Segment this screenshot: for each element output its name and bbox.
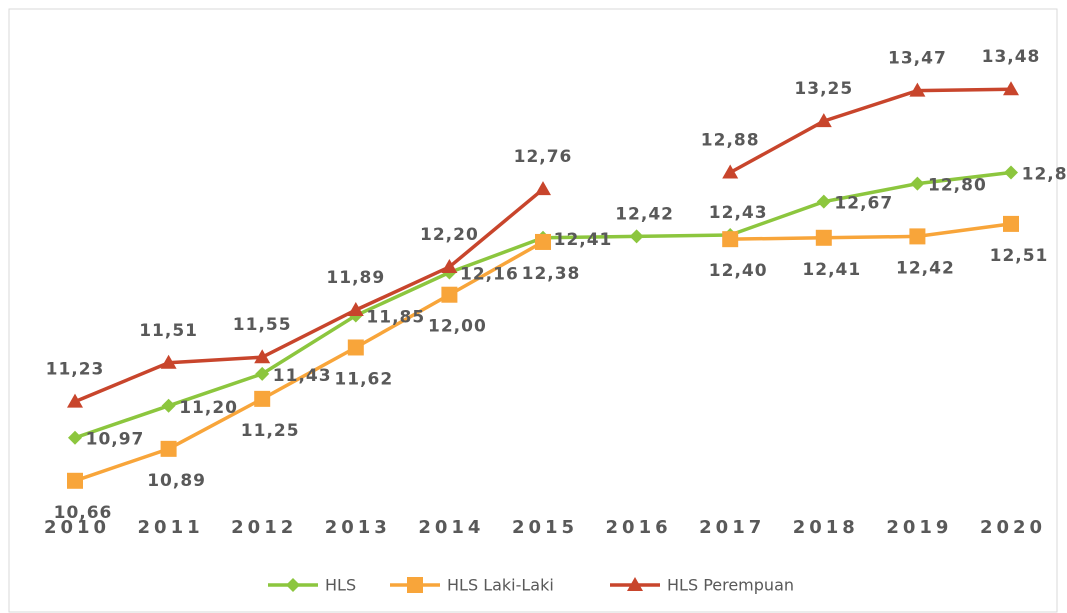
data-label: 11,20 (179, 398, 238, 418)
data-label: 12,00 (428, 317, 487, 337)
x-tick-label: 2018 (793, 517, 859, 538)
data-label: 12,51 (990, 246, 1049, 266)
marker (722, 164, 739, 179)
x-tick-label: 2011 (138, 517, 204, 538)
legend-label: HLS Perempuan (667, 576, 794, 595)
marker (441, 286, 458, 303)
marker (535, 233, 551, 250)
marker (160, 354, 177, 369)
data-label: 11,23 (46, 360, 105, 380)
data-label: 12,67 (834, 194, 893, 214)
series-line (74, 87, 1012, 404)
data-label: 12,16 (460, 264, 519, 284)
marker (535, 181, 551, 196)
marker (161, 398, 176, 413)
data-label: 12,80 (928, 176, 987, 196)
marker (441, 258, 458, 273)
data-label: 12,40 (709, 261, 768, 281)
marker (347, 339, 364, 356)
x-tick-label: 2017 (699, 517, 765, 538)
data-label: 10,89 (147, 471, 206, 491)
data-label: 12,43 (709, 203, 768, 223)
marker (815, 113, 832, 128)
marker (255, 366, 270, 381)
marker (909, 82, 926, 97)
x-tick-label: 2010 (44, 517, 110, 538)
data-label: 11,85 (366, 308, 425, 328)
x-tick-label: 2020 (980, 517, 1046, 538)
marker (910, 176, 925, 191)
data-label: 11,51 (139, 321, 198, 341)
x-tick-label: 2014 (418, 517, 484, 538)
data-label: 12,41 (554, 230, 613, 250)
marker (815, 229, 832, 246)
data-label: 12,42 (615, 204, 674, 224)
marker (347, 301, 364, 316)
data-label: 11,43 (273, 366, 332, 386)
marker (407, 577, 423, 593)
marker (67, 393, 83, 408)
data-label: 13,48 (982, 47, 1041, 67)
data-label: 12,88 (1022, 165, 1067, 185)
marker (67, 472, 83, 489)
series-line (74, 222, 1012, 483)
data-label: 10,97 (86, 430, 145, 450)
x-tick-label: 2016 (606, 517, 672, 538)
legend-label: HLS Laki-Laki (447, 576, 554, 595)
x-tick-label: 2012 (231, 517, 297, 538)
marker (160, 440, 177, 457)
x-tick-label: 2013 (325, 517, 391, 538)
data-label: 12,88 (701, 131, 760, 151)
data-label: 12,38 (522, 264, 581, 284)
marker (629, 229, 644, 244)
data-label: 11,89 (326, 268, 385, 288)
data-label: 10,66 (54, 503, 113, 523)
marker (1003, 215, 1019, 232)
legend-label: HLS (325, 576, 356, 595)
marker (909, 228, 926, 245)
data-label: 11,55 (233, 315, 292, 335)
data-label: 12,42 (896, 258, 955, 278)
marker (254, 349, 271, 364)
data-label: 11,25 (241, 421, 300, 441)
data-label: 13,47 (888, 49, 947, 69)
marker (1003, 81, 1019, 96)
marker (254, 390, 271, 407)
x-tick-label: 2019 (886, 517, 952, 538)
chart-border (8, 8, 1058, 613)
data-label: 12,76 (514, 147, 573, 167)
data-label: 11,62 (334, 369, 393, 389)
data-label: 12,20 (420, 225, 479, 245)
marker (68, 430, 82, 445)
marker (286, 578, 300, 592)
marker (722, 231, 739, 248)
data-label: 12,41 (802, 260, 861, 280)
marker (1004, 165, 1018, 180)
marker (627, 577, 643, 591)
marker (816, 194, 831, 209)
data-label: 13,25 (794, 79, 853, 99)
x-tick-label: 2015 (512, 517, 578, 538)
